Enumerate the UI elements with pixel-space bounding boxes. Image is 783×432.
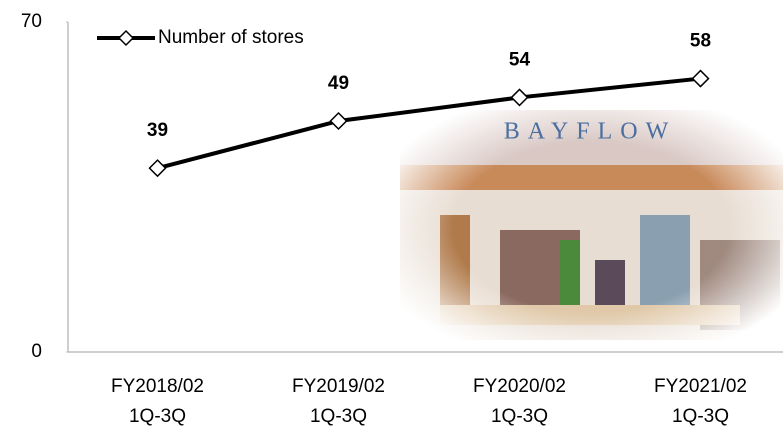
legend-label: Number of stores	[158, 27, 304, 48]
marker	[693, 71, 709, 87]
marker	[331, 113, 347, 129]
y-tick-label: 70	[21, 11, 42, 32]
data-label: 39	[147, 120, 168, 141]
data-label: 54	[509, 49, 531, 70]
x-tick-label: FY2018/02 1Q-3Q	[68, 372, 248, 432]
data-label: 49	[328, 73, 349, 94]
sign-text: BAYFLOW	[504, 119, 676, 145]
legend-marker	[119, 31, 133, 45]
store-photo: BAYFLOW	[400, 110, 783, 345]
chart: BAYFLOW Number of stores 0 70 39 49 54 58	[0, 0, 783, 432]
x-tick-label: FY2021/02 1Q-3Q	[611, 372, 783, 432]
page: BAYFLOW Number of stores 07039495458 (()…	[0, 0, 783, 432]
y-tick-label: 0	[31, 341, 42, 362]
marker	[150, 160, 166, 176]
x-tick-label: FY2019/02 1Q-3Q	[249, 372, 429, 432]
data-label: 58	[690, 31, 711, 52]
x-tick-label: FY2020/02 1Q-3Q	[430, 372, 610, 432]
marker	[512, 89, 528, 105]
